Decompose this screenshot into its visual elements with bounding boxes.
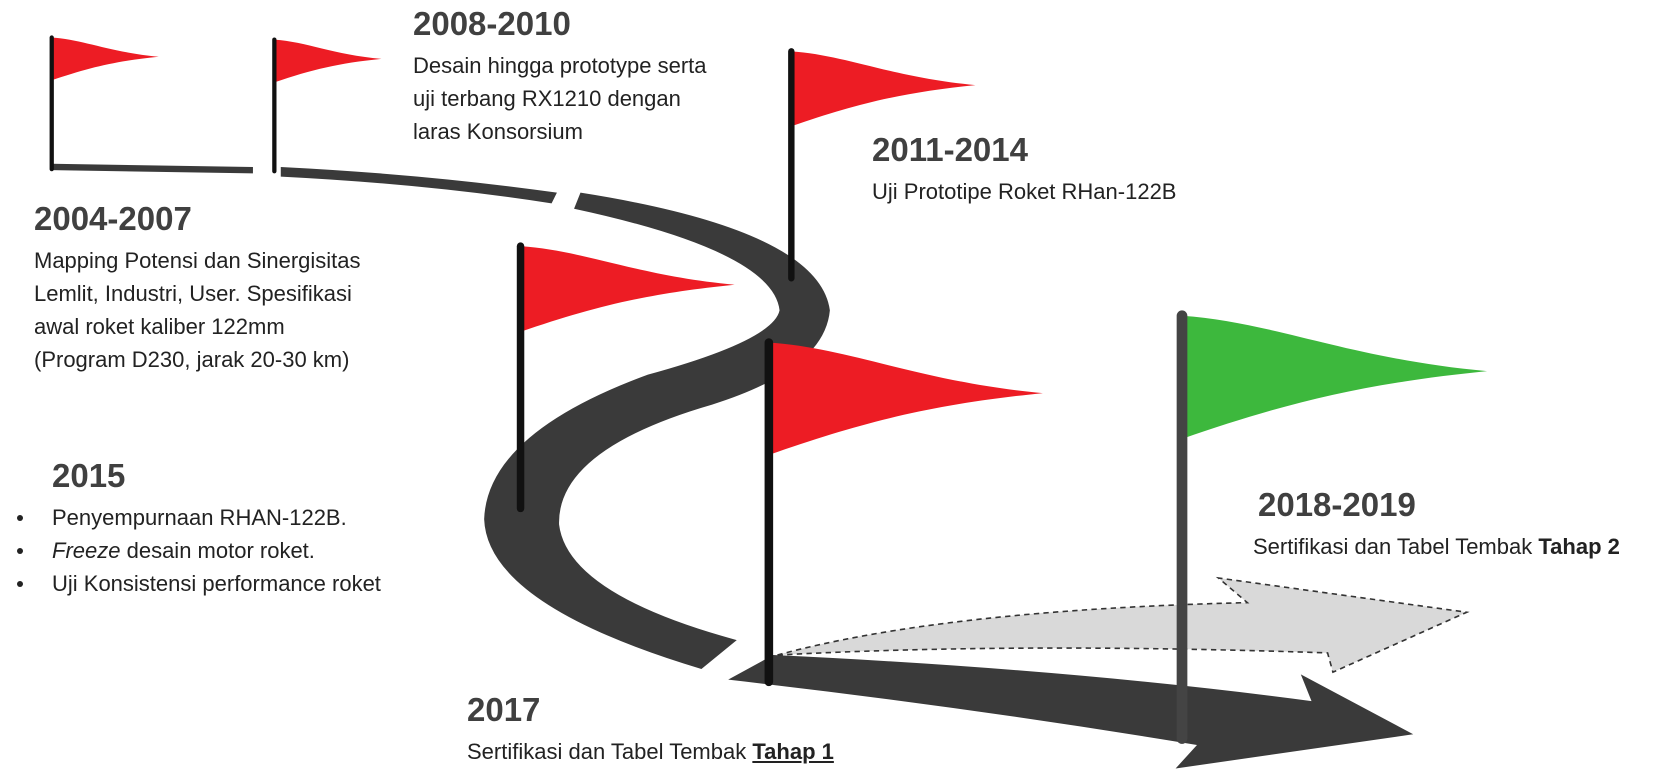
description-line: Lemlit, Industri, User. Spesifikasi — [34, 277, 361, 310]
period: 2008-2010 — [413, 5, 707, 43]
stage: Tahap 1 — [752, 739, 834, 764]
milestone: 2015 Penyempurnaan RHAN-122B. Freeze des… — [52, 457, 381, 600]
stage: Tahap 2 — [1538, 534, 1620, 559]
period: 2015 — [52, 457, 381, 495]
description-line: Sertifikasi dan Tabel Tembak Tahap 1 — [467, 735, 834, 768]
bullet-text: Uji Konsistensi performance roket — [52, 571, 381, 596]
arrow-2018 — [777, 578, 1466, 672]
bullet-list: Penyempurnaan RHAN-122B. Freeze desain m… — [52, 501, 381, 600]
period: 2017 — [467, 691, 834, 729]
description-line: Mapping Potensi dan Sinergisitas — [34, 244, 361, 277]
description: Sertifikasi dan Tabel Tembak — [1253, 534, 1532, 559]
flag — [791, 51, 975, 126]
description-line: uji terbang RX1210 dengan — [413, 82, 707, 115]
emphasis: Freeze — [52, 538, 120, 563]
period: 2011-2014 — [872, 131, 1176, 169]
bullet-text: Penyempurnaan RHAN-122B. — [52, 505, 347, 530]
bullet-text: desain motor roket. — [120, 538, 314, 563]
road-graphic — [0, 0, 1679, 776]
flag — [274, 40, 381, 83]
description-line: (Program D230, jarak 20-30 km) — [34, 343, 361, 376]
bullet: Penyempurnaan RHAN-122B. — [52, 501, 381, 534]
flag — [769, 343, 1043, 455]
flag — [1182, 316, 1487, 439]
bullet: Uji Konsistensi performance roket — [52, 567, 381, 600]
timeline-slide: 2004-2007 Mapping Potensi dan Sinergisit… — [0, 0, 1679, 776]
flag — [521, 246, 735, 332]
description: Sertifikasi dan Tabel Tembak — [467, 739, 746, 764]
description-line: Sertifikasi dan Tabel Tembak Tahap 2 — [1253, 530, 1620, 563]
milestone: 2011-2014 Uji Prototipe Roket RHan-122B — [872, 131, 1176, 208]
description-line: Desain hingga prototype serta — [413, 49, 707, 82]
flag — [52, 37, 159, 80]
description-line: Uji Prototipe Roket RHan-122B — [872, 175, 1176, 208]
road-segment — [281, 167, 557, 203]
description-line: awal roket kaliber 122mm — [34, 310, 361, 343]
milestone: 2004-2007 Mapping Potensi dan Sinergisit… — [34, 200, 361, 376]
bullet: Freeze desain motor roket. — [52, 534, 381, 567]
milestone: 2018-2019 Sertifikasi dan Tabel Tembak T… — [1253, 486, 1620, 563]
milestone: 2017 Sertifikasi dan Tabel Tembak Tahap … — [467, 691, 834, 768]
period: 2004-2007 — [34, 200, 361, 238]
milestone: 2008-2010 Desain hingga prototype serta … — [413, 5, 707, 148]
description-line: laras Konsorsium — [413, 115, 707, 148]
period: 2018-2019 — [1258, 486, 1620, 524]
road-segment — [52, 164, 253, 174]
